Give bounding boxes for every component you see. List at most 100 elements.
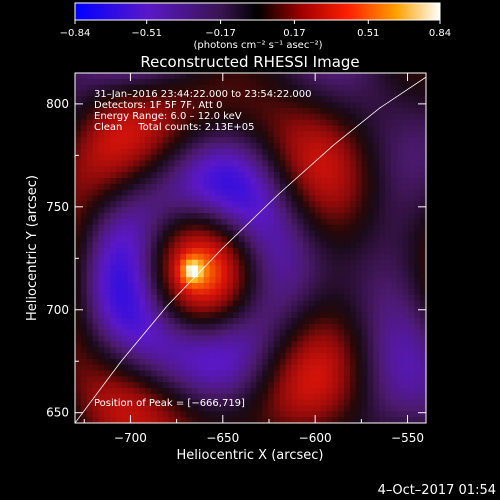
heatmap-cell bbox=[186, 288, 193, 296]
heatmap-cell bbox=[373, 253, 380, 261]
heatmap-cell bbox=[203, 399, 210, 406]
heatmap-cell bbox=[332, 102, 339, 109]
heatmap-cell bbox=[133, 189, 140, 196]
heatmap-cell bbox=[344, 195, 351, 202]
heatmap-cell bbox=[221, 318, 228, 325]
heatmap-cell bbox=[297, 137, 304, 144]
heatmap-cell bbox=[221, 125, 228, 132]
heatmap-cell bbox=[344, 329, 351, 336]
heatmap-cell bbox=[227, 230, 234, 237]
heatmap-cell bbox=[332, 137, 339, 144]
heatmap-cell bbox=[121, 411, 129, 418]
heatmap-cell bbox=[121, 154, 129, 161]
heatmap-cell bbox=[396, 213, 403, 220]
heatmap-cell bbox=[98, 131, 105, 138]
heatmap-cell bbox=[215, 283, 222, 290]
heatmap-cell bbox=[92, 265, 99, 272]
heatmap-cell bbox=[314, 277, 322, 284]
heatmap-cell bbox=[151, 143, 158, 150]
heatmap-cell bbox=[156, 73, 164, 80]
heatmap-cell bbox=[273, 277, 281, 284]
heatmap-cell bbox=[320, 207, 327, 214]
heatmap-cell bbox=[104, 382, 111, 389]
heatmap-cell bbox=[86, 178, 93, 185]
heatmap-cell bbox=[250, 189, 257, 196]
heatmap-cell bbox=[314, 300, 322, 307]
heatmap-cell bbox=[367, 236, 374, 243]
heatmap-cell bbox=[285, 154, 292, 161]
heatmap-cell bbox=[250, 277, 257, 284]
heatmap-cell bbox=[92, 102, 99, 109]
heatmap-cell bbox=[355, 108, 363, 115]
heatmap-cell bbox=[390, 370, 398, 377]
heatmap-cell bbox=[186, 96, 193, 103]
heatmap-cell bbox=[355, 294, 363, 301]
heatmap-cell bbox=[232, 376, 240, 383]
heatmap-cell bbox=[390, 364, 398, 371]
heatmap-cell bbox=[367, 405, 374, 412]
heatmap-cell bbox=[115, 417, 123, 423]
heatmap-cell bbox=[203, 154, 210, 161]
heatmap-cell bbox=[98, 323, 105, 331]
heatmap-cell bbox=[414, 160, 421, 167]
heatmap-cell bbox=[98, 341, 105, 348]
heatmap-cell bbox=[192, 154, 199, 161]
heatmap-cell bbox=[332, 172, 339, 179]
heatmap-cell bbox=[408, 96, 415, 103]
heatmap-cell bbox=[373, 259, 380, 266]
heatmap-cell bbox=[104, 218, 111, 226]
heatmap-cell bbox=[402, 183, 409, 191]
heatmap-cell bbox=[314, 358, 322, 366]
heatmap-cell bbox=[268, 236, 275, 243]
heatmap-cell bbox=[250, 376, 257, 383]
heatmap-cell bbox=[75, 236, 82, 243]
heatmap-cell bbox=[408, 271, 415, 278]
heatmap-cell bbox=[156, 288, 164, 296]
heatmap-cell bbox=[390, 78, 398, 86]
info-line-detectors: Detectors: 1F 5F 7F, Att 0 bbox=[94, 100, 222, 111]
heatmap-cell bbox=[75, 154, 82, 161]
heatmap-cell bbox=[192, 224, 199, 231]
heatmap-cell bbox=[186, 318, 193, 325]
heatmap-cell bbox=[127, 213, 134, 220]
heatmap-cell bbox=[326, 399, 333, 406]
heatmap-cell bbox=[349, 96, 357, 103]
heatmap-cell bbox=[309, 102, 316, 109]
heatmap-cell bbox=[238, 248, 246, 255]
heatmap-cell bbox=[98, 189, 105, 196]
heatmap-cell bbox=[408, 213, 415, 220]
heatmap-cell bbox=[390, 166, 398, 173]
heatmap-cell bbox=[297, 119, 304, 126]
heatmap-cell bbox=[110, 224, 117, 231]
heatmap-cell bbox=[139, 393, 146, 401]
heatmap-cell bbox=[273, 271, 281, 278]
heatmap-cell bbox=[244, 335, 251, 342]
heatmap-cell bbox=[174, 218, 181, 226]
heatmap-cell bbox=[385, 411, 392, 418]
heatmap-cell bbox=[238, 405, 246, 412]
heatmap-cell bbox=[420, 248, 426, 255]
heatmap-cell bbox=[268, 283, 275, 290]
heatmap-cell bbox=[192, 417, 199, 423]
heatmap-cell bbox=[262, 119, 269, 126]
heatmap-cell bbox=[367, 288, 374, 296]
heatmap-cell bbox=[385, 265, 392, 272]
heatmap-cell bbox=[80, 312, 88, 319]
heatmap-cell bbox=[133, 143, 140, 150]
heatmap-cell bbox=[192, 353, 199, 360]
heatmap-cell bbox=[162, 102, 169, 109]
heatmap-cell bbox=[349, 224, 357, 231]
heatmap-cell bbox=[145, 358, 152, 366]
heatmap-cell bbox=[279, 236, 286, 243]
heatmap-cell bbox=[268, 125, 275, 132]
heatmap-cell bbox=[402, 137, 409, 144]
heatmap-cell bbox=[379, 201, 386, 208]
heatmap-cell bbox=[221, 335, 228, 342]
heatmap-cell bbox=[262, 125, 269, 132]
heatmap-cell bbox=[361, 90, 368, 97]
heatmap-cell bbox=[285, 300, 292, 307]
heatmap-cell bbox=[297, 341, 304, 348]
heatmap-cell bbox=[215, 288, 222, 296]
heatmap-cell bbox=[139, 236, 146, 243]
heatmap-cell bbox=[420, 108, 426, 115]
